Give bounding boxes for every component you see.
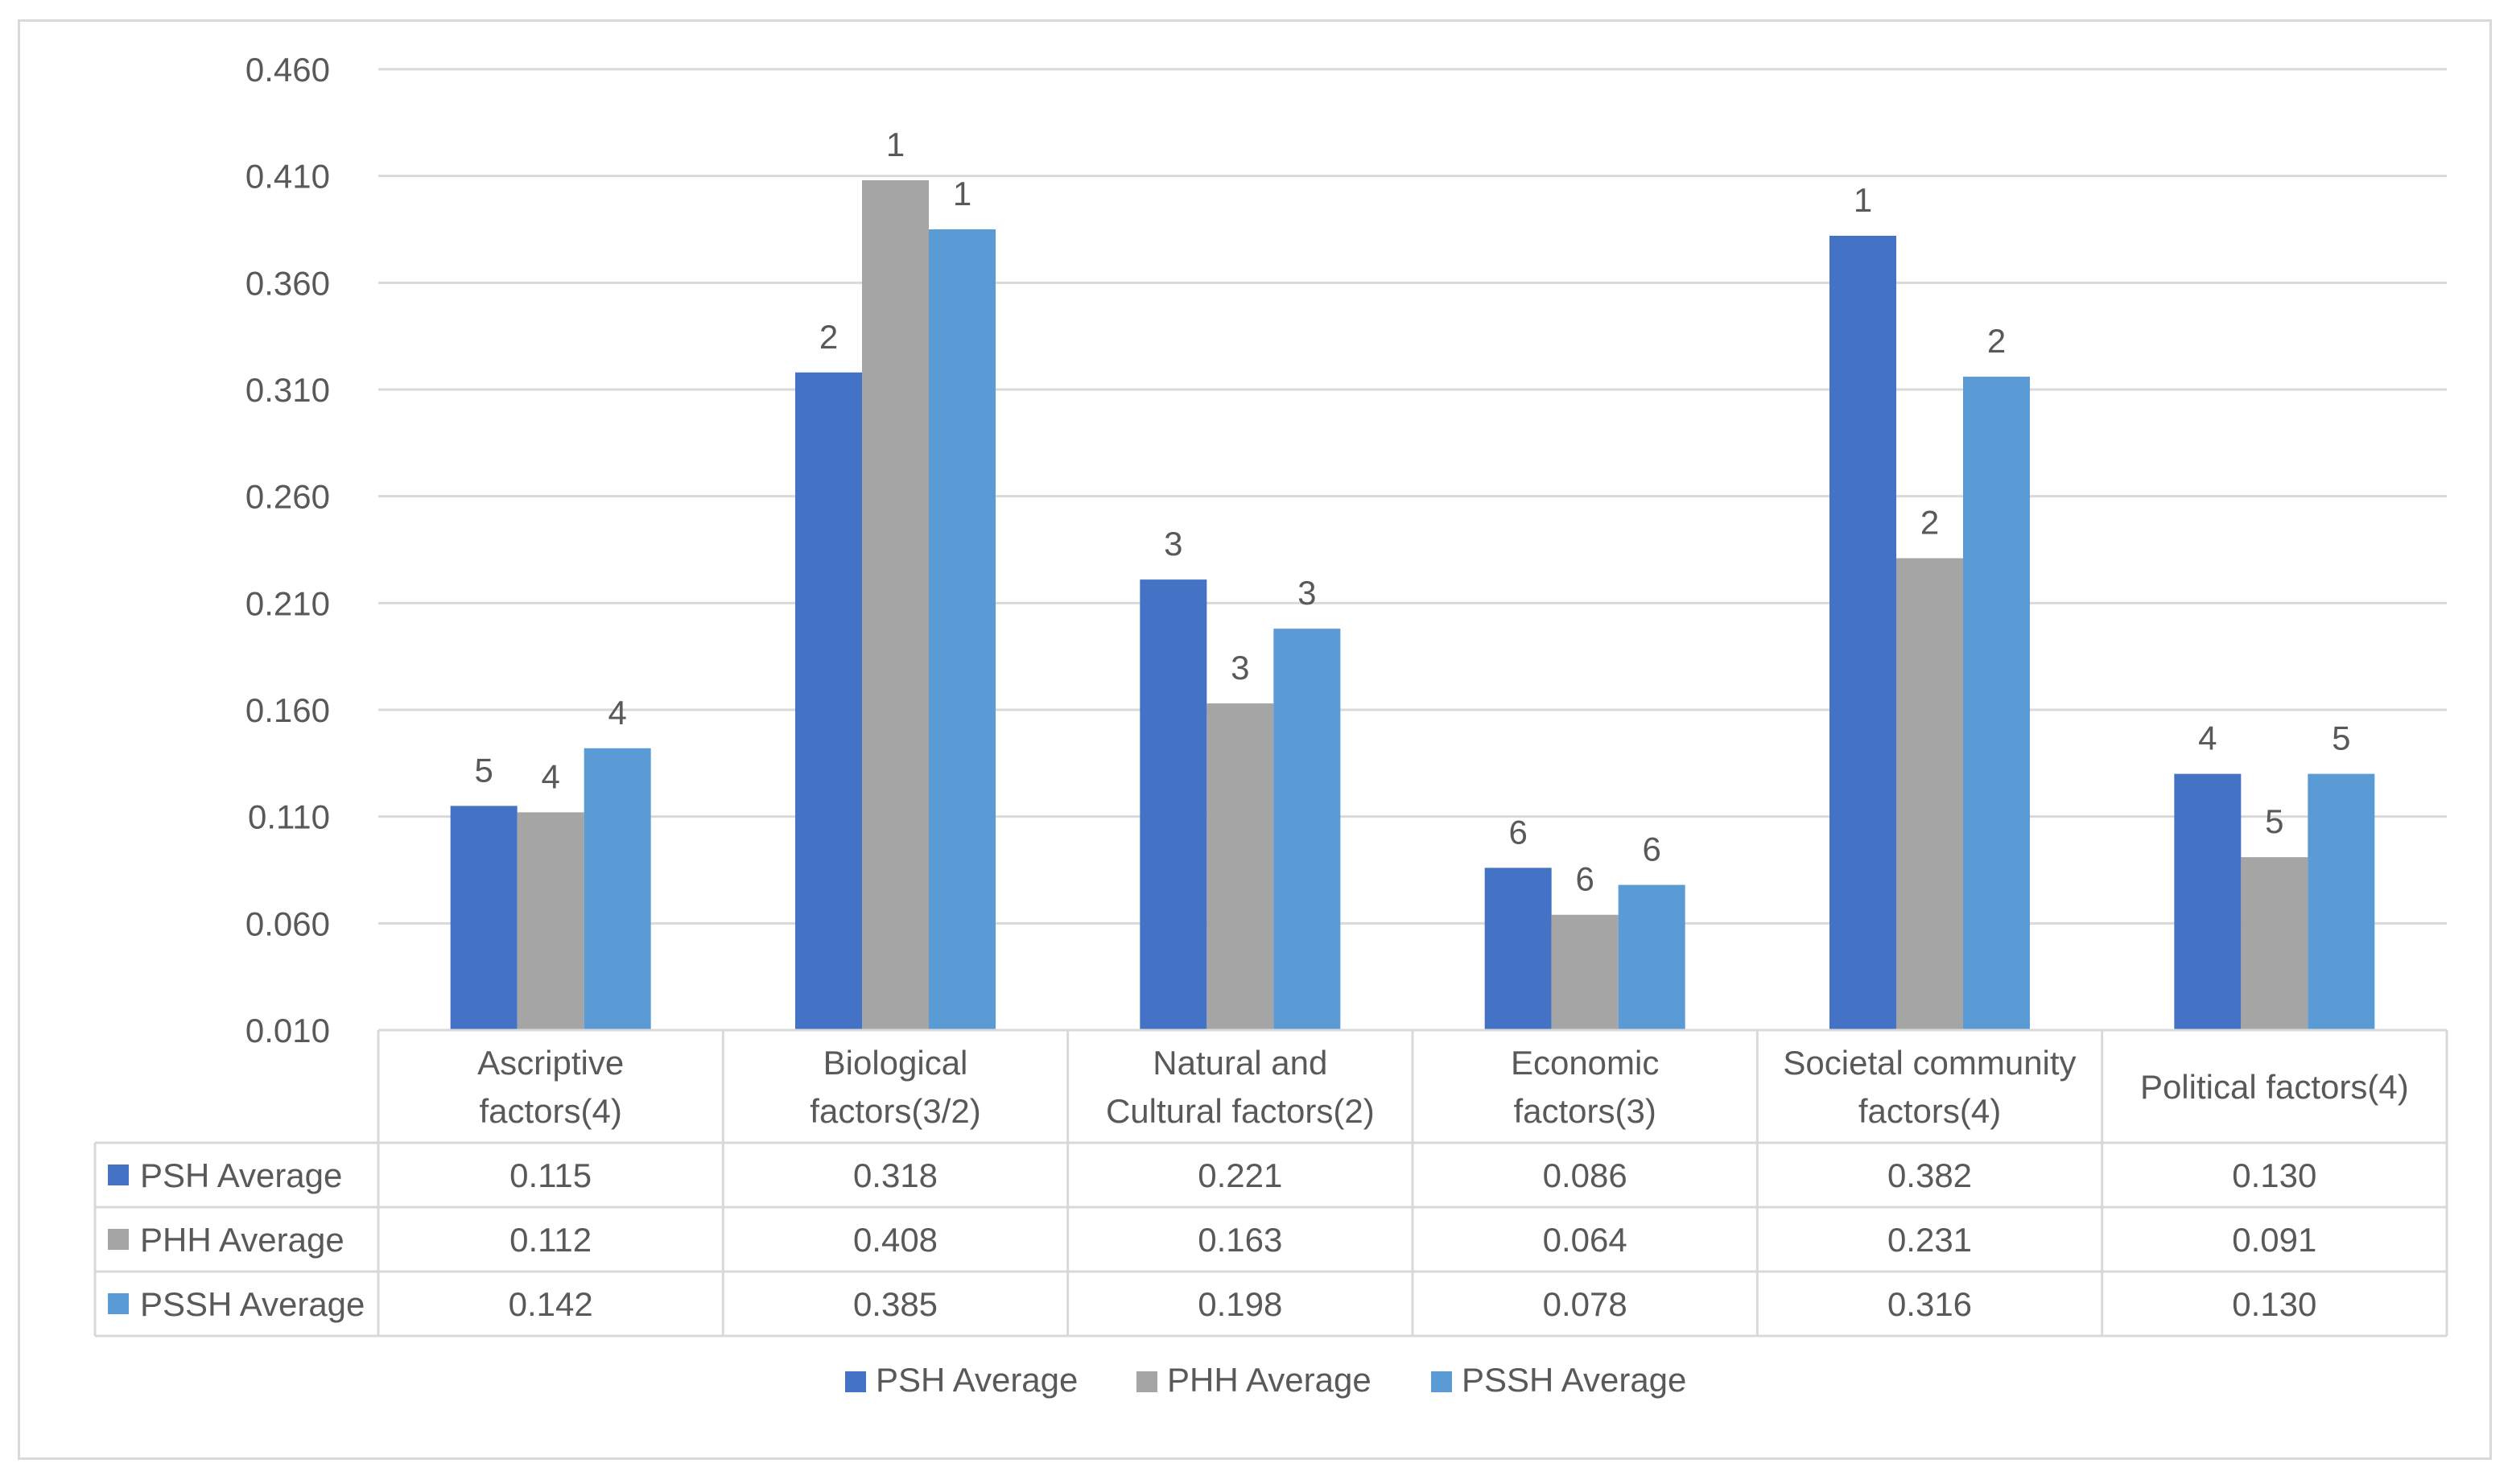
data-value: 0.231 <box>1887 1221 1972 1259</box>
bar-pssh-average <box>584 748 651 1030</box>
rank-label: 6 <box>1508 813 1527 851</box>
bar-psh-average <box>2174 773 2242 1030</box>
category-label: Political factors(4) <box>2140 1068 2409 1106</box>
category-label: Biological <box>823 1044 968 1082</box>
legend-label: PHH Average <box>1167 1361 1371 1399</box>
category-label: Natural and <box>1153 1044 1327 1082</box>
rank-label: 4 <box>608 694 626 732</box>
bar-phh-average <box>1207 703 1274 1030</box>
bars <box>450 179 2375 1031</box>
y-tick-label: 0.010 <box>245 1012 330 1049</box>
data-value: 0.064 <box>1543 1221 1627 1259</box>
rank-label: 6 <box>1575 860 1594 898</box>
row-legend-key <box>108 1229 129 1250</box>
category-label: Ascriptive <box>477 1044 624 1082</box>
data-value: 0.078 <box>1543 1285 1627 1323</box>
legend-swatch <box>1431 1371 1452 1392</box>
bar-phh-average <box>1551 914 1619 1030</box>
data-value: 0.115 <box>509 1156 592 1194</box>
row-label: PSH Average <box>140 1156 342 1194</box>
row-label: PSSH Average <box>140 1285 365 1323</box>
rank-labels: 5 2 3 6 1 4 4 1 3 6 2 5 4 1 3 6 2 5 <box>474 126 2350 898</box>
bar-phh-average <box>517 812 584 1030</box>
bar-pssh-average <box>929 229 996 1030</box>
row-label: PHH Average <box>140 1221 344 1259</box>
data-value: 0.221 <box>1198 1156 1282 1194</box>
bar-psh-average <box>450 806 518 1030</box>
data-value: 0.198 <box>1198 1285 1282 1323</box>
data-value: 0.163 <box>1198 1221 1282 1259</box>
bar-psh-average <box>795 372 862 1031</box>
bar-pssh-average <box>2308 773 2375 1030</box>
row-legend-key <box>108 1293 129 1314</box>
rank-label: 4 <box>541 757 559 795</box>
data-value: 0.408 <box>853 1221 938 1259</box>
data-value: 0.130 <box>2232 1156 2316 1194</box>
y-tick-label: 0.460 <box>245 51 330 89</box>
data-value: 0.091 <box>2232 1221 2316 1259</box>
category-label: Economic <box>1511 1044 1659 1082</box>
bar-phh-average <box>862 179 929 1030</box>
rank-label: 5 <box>474 751 493 789</box>
legend-label: PSH Average <box>876 1361 1078 1399</box>
rank-label: 6 <box>1642 831 1660 868</box>
y-tick-label: 0.310 <box>245 371 330 409</box>
rank-label: 1 <box>886 126 905 163</box>
legend-swatch <box>1136 1371 1157 1392</box>
y-tick-label: 0.260 <box>245 478 330 516</box>
y-tick-label: 0.060 <box>245 905 330 942</box>
data-value: 0.112 <box>509 1221 592 1259</box>
rank-label: 1 <box>953 175 971 212</box>
category-label: Cultural factors(2) <box>1106 1092 1375 1130</box>
y-tick-label: 0.110 <box>248 798 330 836</box>
legend-swatch <box>845 1371 866 1392</box>
data-value: 0.142 <box>509 1285 593 1323</box>
rank-label: 2 <box>1920 504 1939 542</box>
data-value: 0.318 <box>853 1156 938 1194</box>
y-tick-label: 0.210 <box>245 584 330 622</box>
data-table: Ascriptive factors(4) Biological factors(3/… <box>93 1028 2448 1338</box>
bar-psh-average <box>1484 868 1552 1030</box>
bar-pssh-average <box>1963 377 2030 1031</box>
bar-phh-average <box>2241 857 2308 1030</box>
rank-label: 3 <box>1231 649 1249 686</box>
legend-label: PSSH Average <box>1462 1361 1686 1399</box>
category-label: Societal community <box>1783 1044 2076 1082</box>
rank-label: 3 <box>1297 574 1316 612</box>
y-tick-label: 0.410 <box>245 158 330 196</box>
category-label: factors(4) <box>1858 1092 2001 1130</box>
rank-label: 2 <box>1987 322 2006 360</box>
bar-phh-average <box>1896 558 1963 1030</box>
category-label: factors(3) <box>1513 1092 1656 1130</box>
y-tick-label: 0.360 <box>245 264 330 302</box>
data-value: 0.382 <box>1887 1156 1972 1194</box>
data-value: 0.086 <box>1543 1156 1627 1194</box>
rank-label: 5 <box>2332 719 2350 757</box>
y-axis: 0.460 0.410 0.360 0.310 0.260 0.210 0.160 0.110… <box>245 51 330 1049</box>
rank-label: 3 <box>1164 525 1182 563</box>
data-value: 0.385 <box>853 1285 938 1323</box>
bar-pssh-average <box>1618 884 1685 1030</box>
category-label: factors(4) <box>479 1092 621 1130</box>
bar-pssh-average <box>1273 629 1341 1030</box>
bar-psh-average <box>1140 579 1207 1030</box>
rank-label: 1 <box>1854 181 1872 219</box>
legend: PSH Average PHH Average PSSH Average <box>845 1361 1686 1399</box>
rank-label: 2 <box>819 318 838 356</box>
category-label: factors(3/2) <box>810 1092 980 1130</box>
gridlines <box>378 68 2447 1032</box>
data-value: 0.130 <box>2232 1285 2316 1323</box>
bar-psh-average <box>1829 235 1896 1031</box>
y-tick-label: 0.160 <box>245 691 330 729</box>
rank-label: 5 <box>2265 802 2283 840</box>
data-value: 0.316 <box>1887 1285 1972 1323</box>
row-legend-key <box>108 1165 129 1185</box>
rank-label: 4 <box>2198 719 2217 757</box>
